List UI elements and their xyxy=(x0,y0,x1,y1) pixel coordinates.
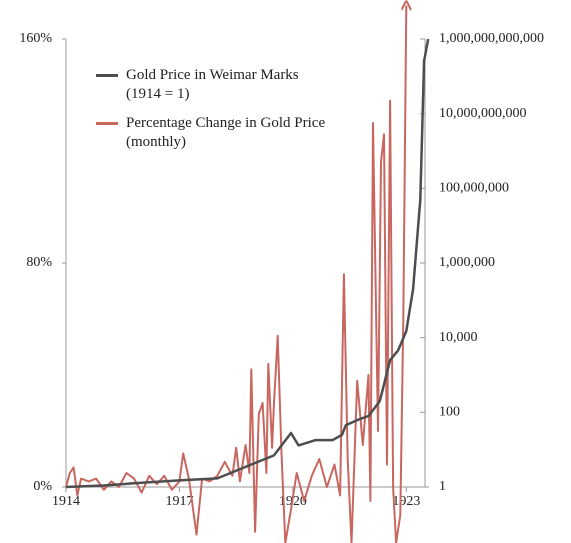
legend-swatch xyxy=(96,74,118,77)
series-line xyxy=(65,38,430,489)
y2-tick-label: 1 xyxy=(439,479,446,494)
y2-tick-label: 100,000,000 xyxy=(439,181,509,196)
legend-item: Percentage Change in Gold Price (monthly… xyxy=(96,114,325,152)
legend-item: Gold Price in Weimar Marks (1914 = 1) xyxy=(96,66,325,104)
y2-tick-label: 100 xyxy=(439,405,460,420)
legend-label: Percentage Change in Gold Price (monthly… xyxy=(126,115,326,150)
y2-tick-label: 1,000,000,000,000 xyxy=(439,31,544,46)
legend-label: Gold Price in Weimar Marks (1914 = 1) xyxy=(126,67,299,102)
x-tick-label: 1914 xyxy=(52,494,80,509)
y2-tick-label: 1,000,000 xyxy=(439,255,495,270)
x-tick-label: 1923 xyxy=(392,494,420,509)
y2-tick-label: 10,000 xyxy=(439,330,478,345)
series-line xyxy=(65,5,406,543)
legend: Gold Price in Weimar Marks (1914 = 1) Per… xyxy=(96,66,325,162)
y-tick-label: 160% xyxy=(19,31,52,46)
legend-swatch xyxy=(96,122,118,125)
y-tick-label: 80% xyxy=(26,255,52,270)
y-tick-label: 0% xyxy=(33,479,52,494)
y2-tick-label: 10,000,000,000 xyxy=(439,106,527,121)
x-tick-label: 1917 xyxy=(165,494,193,509)
